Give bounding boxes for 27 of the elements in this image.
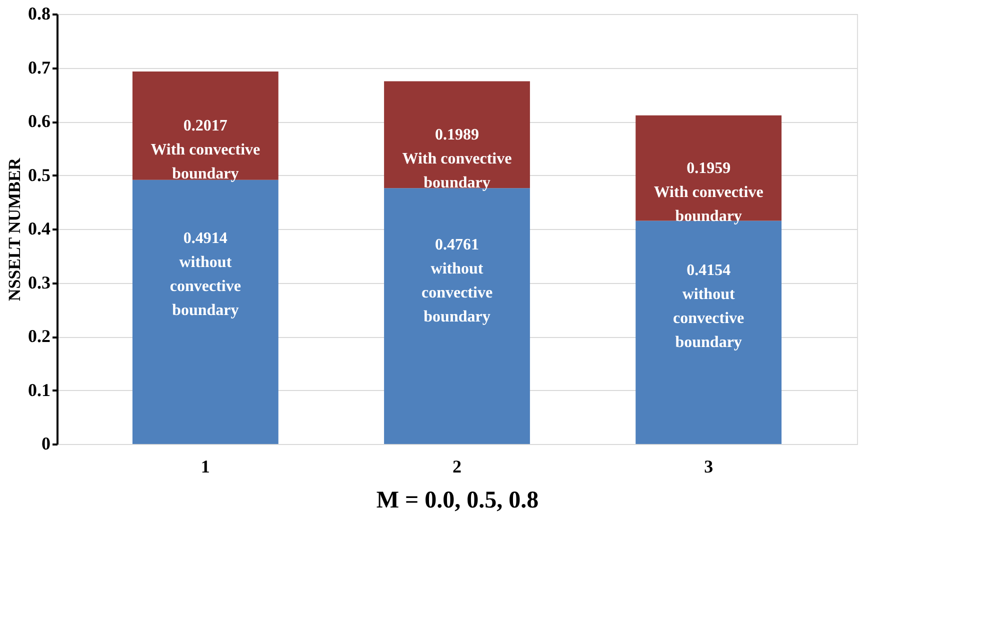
y-tick-label: 0.8 (28, 4, 50, 24)
text: With convective boundary (402, 150, 512, 192)
y-tick-label: 0.4 (28, 218, 50, 238)
text: without convective boundary (170, 254, 241, 319)
y-tick-label: 0 (42, 434, 50, 454)
y-tick-label: 0.7 (28, 57, 50, 78)
x-tick-label: 2 (452, 456, 462, 476)
y-axis-title: NSSELT NUMBER (5, 157, 24, 302)
y-tick-label: 0.3 (28, 272, 50, 292)
data-label: 0.1959 (686, 160, 731, 178)
text: without convective boundary (673, 286, 744, 351)
y-tick-label: 0.5 (28, 164, 50, 185)
x-tick-label: 1 (200, 456, 210, 476)
data-label: 0.2017 (183, 118, 228, 135)
data-label: 0.4761 (435, 236, 479, 254)
series-label: With convective boundary (150, 142, 260, 183)
x-tick-label: 3 (704, 456, 714, 476)
data-label: 0.1989 (435, 126, 479, 144)
data-label: 0.4914 (183, 230, 228, 247)
data-label: 0.4154 (686, 262, 731, 279)
text: With convective boundary (654, 184, 764, 226)
y-tick-label: 0.2 (28, 326, 50, 346)
y-tick-label: 0.1 (28, 380, 50, 400)
x-axis-title: M = 0.0, 0.5, 0.8 (376, 488, 539, 514)
bar (132, 71, 278, 180)
y-tick-label: 0.6 (28, 111, 50, 131)
series-label: without convective boundary (421, 260, 493, 326)
